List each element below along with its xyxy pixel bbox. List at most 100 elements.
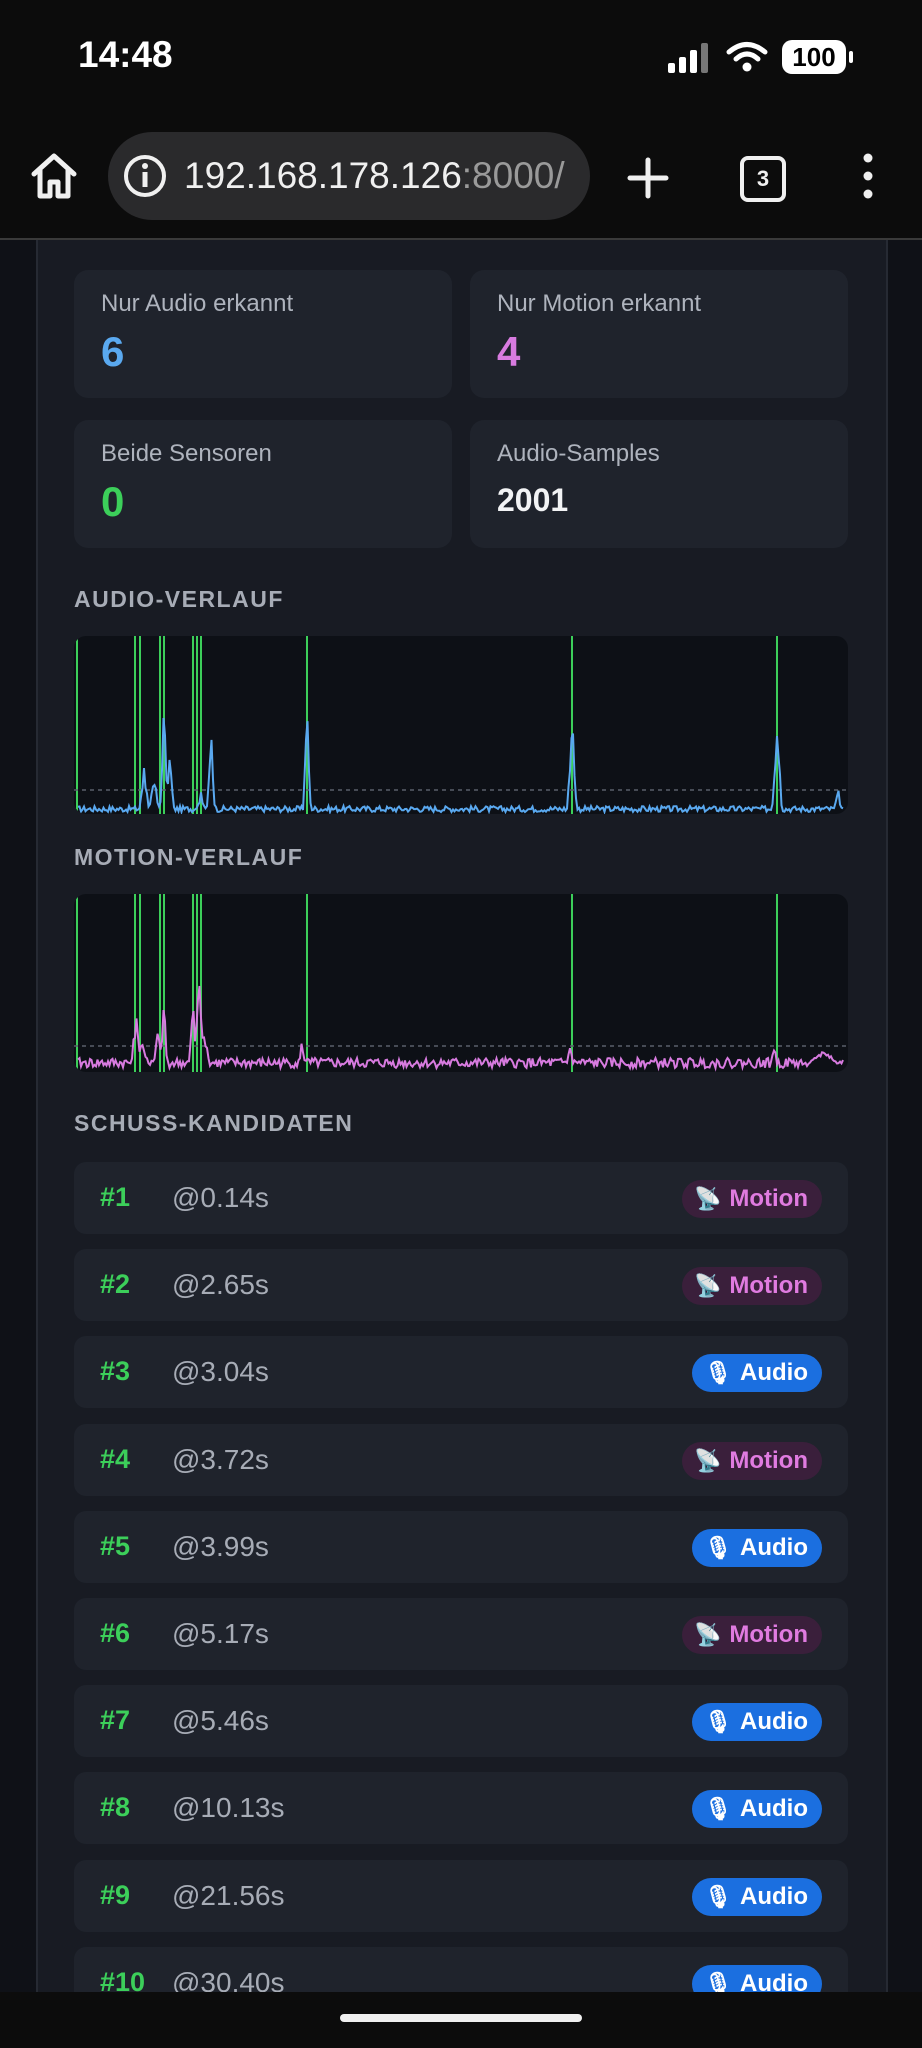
stat-label: Beide Sensoren (101, 440, 272, 467)
satellite-icon: 📡 (693, 1273, 722, 1299)
candidate-row[interactable]: #2 @2.65s 📡 Motion (74, 1249, 848, 1322)
badge-label: Motion (729, 1621, 808, 1648)
microphone-icon: 🎙 (704, 1534, 733, 1560)
address-bar[interactable]: 192.168.178.126:8000/ (108, 132, 590, 220)
candidate-number: #7 (100, 1705, 131, 1736)
audio-badge: 🎙 Audio (692, 1964, 822, 1992)
satellite-icon: 📡 (693, 1622, 722, 1647)
browser-toolbar: 192.168.178.126:8000/ 3 (0, 110, 922, 240)
candidate-time: @3.72s (172, 1443, 269, 1475)
signal-series (77, 717, 844, 814)
candidate-number: #9 (100, 1879, 131, 1910)
audio-chart-title: AUDIO-VERLAUF (74, 586, 284, 612)
wifi-icon (726, 42, 768, 72)
signal-series (77, 985, 844, 1072)
badge-label: Motion (729, 1272, 808, 1300)
stat-label: Nur Motion erkannt (497, 290, 702, 317)
status-icons: 100 (668, 38, 853, 76)
candidate-number: #10 (100, 1966, 146, 1992)
signal-icon (668, 43, 708, 73)
page-content: Nur Audio erkannt 6 Nur Motion erkannt 4… (0, 240, 922, 1992)
candidate-row[interactable]: #3 @3.04s 🎙 Audio (74, 1336, 848, 1409)
url-host: 192.168.178.126 (184, 155, 462, 196)
candidate-number: #2 (100, 1269, 131, 1300)
candidate-number: #4 (100, 1443, 131, 1474)
candidate-number: #8 (100, 1792, 131, 1823)
stat-label: Audio-Samples (497, 440, 660, 467)
gesture-bar (0, 1992, 922, 2048)
badge-label: Audio (740, 1533, 808, 1561)
badge-label: Audio (740, 1708, 808, 1736)
motion-chart-svg (74, 894, 848, 1072)
candidate-time: @0.14s (172, 1182, 269, 1213)
motion-badge: 📡 Motion (681, 1616, 822, 1654)
candidate-time: @3.04s (172, 1356, 269, 1388)
candidate-row[interactable]: #6 @5.17s 📡 Motion (74, 1598, 848, 1670)
candidate-row[interactable]: #9 @21.56s 🎙 Audio (74, 1859, 848, 1932)
url-text[interactable]: 192.168.178.126:8000/ (184, 155, 584, 197)
audio-badge: 🎙 Audio (692, 1790, 822, 1829)
candidate-time: @30.40s (172, 1966, 285, 1992)
microphone-icon: 🎙 (704, 1796, 733, 1822)
status-bar: 14:48 100 (0, 0, 922, 110)
stat-value: 6 (101, 328, 125, 375)
candidate-time: @5.46s (172, 1705, 269, 1737)
motion-chart (74, 894, 848, 1072)
candidate-number: #1 (100, 1182, 131, 1212)
status-time: 14:48 (78, 34, 173, 75)
badge-label: Motion (729, 1185, 808, 1212)
motion-badge: 📡 Motion (681, 1267, 822, 1306)
badge-label: Audio (740, 1969, 808, 1992)
badge-label: Audio (740, 1795, 808, 1823)
badge-label: Motion (729, 1446, 808, 1474)
audio-badge: 🎙 Audio (692, 1703, 822, 1742)
candidate-time: @10.13s (172, 1792, 285, 1824)
satellite-icon: 📡 (693, 1447, 722, 1473)
candidate-time: @2.65s (172, 1269, 269, 1301)
microphone-icon: 🎙 (704, 1709, 733, 1735)
audio-chart (74, 636, 848, 814)
home-indicator[interactable] (340, 2014, 582, 2022)
audio-badge: 🎙 Audio (692, 1877, 822, 1916)
candidate-number: #6 (100, 1618, 131, 1648)
candidate-time: @21.56s (172, 1879, 285, 1911)
candidate-number: #5 (100, 1530, 131, 1561)
candidates-title: SCHUSS-KANDIDATEN (74, 1110, 354, 1136)
motion-badge: 📡 Motion (681, 1180, 822, 1218)
info-icon[interactable] (122, 153, 168, 199)
stat-value: 2001 (497, 482, 569, 518)
stat-label: Nur Audio erkannt (101, 290, 294, 317)
home-icon[interactable] (28, 150, 80, 202)
stat-audio-samples: Audio-Samples 2001 (470, 420, 848, 548)
microphone-icon: 🎙 (704, 1970, 733, 1992)
candidate-time: @5.17s (172, 1618, 269, 1649)
motion-badge: 📡 Motion (681, 1441, 822, 1480)
candidate-row[interactable]: #7 @5.46s 🎙 Audio (74, 1685, 848, 1758)
stat-motion-only: Nur Motion erkannt 4 (470, 270, 848, 398)
candidate-row[interactable]: #10 @30.40s 🎙 Audio (74, 1946, 848, 1992)
satellite-icon: 📡 (693, 1186, 722, 1211)
candidate-time: @3.99s (172, 1530, 269, 1562)
audio-badge: 🎙 Audio (692, 1528, 822, 1567)
motion-chart-title: MOTION-VERLAUF (74, 844, 304, 870)
stat-both-sensors: Beide Sensoren 0 (74, 420, 452, 548)
battery-icon: 100 (782, 40, 853, 74)
new-tab-icon[interactable] (624, 154, 672, 202)
audio-chart-svg (74, 636, 848, 814)
candidate-row[interactable]: #8 @10.13s 🎙 Audio (74, 1772, 848, 1845)
microphone-icon: 🎙 (704, 1360, 733, 1386)
stat-value: 4 (497, 328, 521, 375)
url-port: :8000/ (461, 155, 565, 196)
candidate-row[interactable]: #1 @0.14s 📡 Motion (74, 1162, 848, 1234)
badge-label: Audio (740, 1359, 808, 1387)
candidate-number: #3 (100, 1356, 131, 1387)
candidate-row[interactable]: #5 @3.99s 🎙 Audio (74, 1510, 848, 1583)
menu-icon[interactable] (856, 150, 880, 202)
audio-badge: 🎙 Audio (692, 1354, 822, 1393)
stat-audio-only: Nur Audio erkannt 6 (74, 270, 452, 398)
badge-label: Audio (740, 1882, 808, 1910)
microphone-icon: 🎙 (704, 1883, 733, 1909)
candidate-row[interactable]: #4 @3.72s 📡 Motion (74, 1423, 848, 1496)
tab-switcher-button[interactable]: 3 (740, 156, 786, 202)
stat-value: 0 (101, 478, 125, 525)
